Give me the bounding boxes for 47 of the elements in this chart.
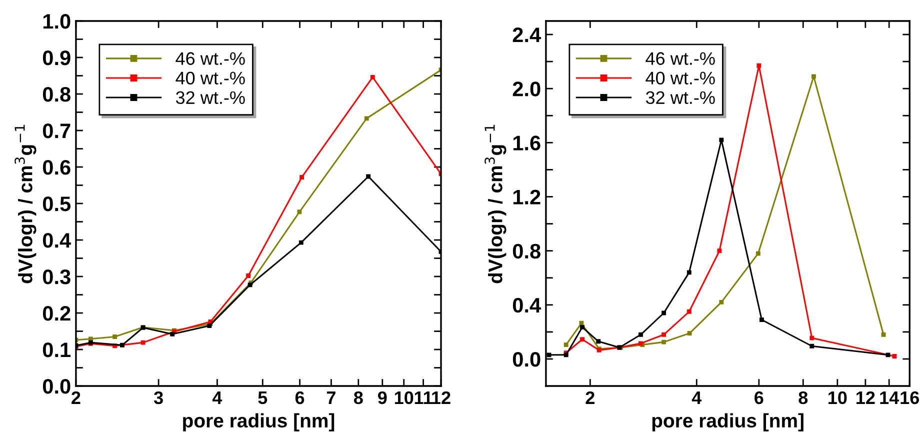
y-tick-label: 0.6 <box>42 160 70 175</box>
legend-label: 46 wt.-% <box>646 52 715 65</box>
x-tick-label: 4 <box>212 392 222 404</box>
y-tick-label: 0.9 <box>42 50 70 66</box>
x-tick-label: 12 <box>432 391 450 404</box>
x-tick-label: 3 <box>154 391 163 404</box>
y-axis-title: dV(logr) / cm$^{3}$g$^{−1}$ <box>14 124 36 284</box>
x-tick-label: 10 <box>394 391 414 404</box>
x-axis-title: pore radius [nm] <box>652 413 804 432</box>
x-tick-label: 10 <box>828 391 847 404</box>
x-tick-label: 11 <box>414 392 432 404</box>
legend-label: 32 wt.-% <box>646 91 715 104</box>
y-tick-label: 0.1 <box>42 342 71 358</box>
y-tick-label: 2.0 <box>512 82 540 96</box>
x-tick-label: 5 <box>258 392 268 404</box>
x-tick-label: 2 <box>72 391 80 404</box>
y-tick-label: 0.4 <box>42 233 71 248</box>
x-tick-label: 6 <box>295 391 304 404</box>
legend-label: 40 wt.-% <box>646 72 715 84</box>
x-axis-title: pore radius [nm] <box>183 413 334 432</box>
y-tick-label: 0.8 <box>512 244 540 259</box>
legend-label: 46 wt.-% <box>176 52 245 65</box>
legend-label: 32 wt.-% <box>176 91 245 104</box>
y-tick-label: 0.8 <box>42 86 70 102</box>
x-tick-label: 8 <box>798 391 808 404</box>
y-tick-label: 2.4 <box>512 28 541 42</box>
x-tick-label: 2 <box>586 391 594 404</box>
y-tick-label: 1.6 <box>513 136 540 150</box>
legend-label: 40 wt.-% <box>176 72 245 84</box>
x-tick-label: 7 <box>326 392 336 404</box>
y-tick-label: 0.0 <box>512 352 540 367</box>
y-tick-label: 0.7 <box>42 124 70 138</box>
y-tick-label: 0.4 <box>512 298 541 313</box>
x-tick-label: 8 <box>354 391 363 404</box>
x-tick-label: 16 <box>900 391 920 404</box>
y-tick-label: 0.2 <box>42 306 70 321</box>
x-tick-label: 9 <box>378 391 387 404</box>
x-tick-label: 6 <box>754 391 764 404</box>
y-tick-label: 0.0 <box>42 379 70 394</box>
y-tick-label: 1.0 <box>43 14 70 29</box>
x-tick-label: 12 <box>856 391 875 404</box>
y-axis-title: dV(logr) / cm$^{3}$g$^{−1}$ <box>484 124 506 284</box>
y-tick-label: 1.2 <box>513 190 540 204</box>
y-tick-label: 0.3 <box>42 270 70 284</box>
y-tick-label: 0.5 <box>42 196 71 212</box>
x-tick-label: 4 <box>692 392 702 404</box>
x-tick-label: 14 <box>880 392 900 404</box>
